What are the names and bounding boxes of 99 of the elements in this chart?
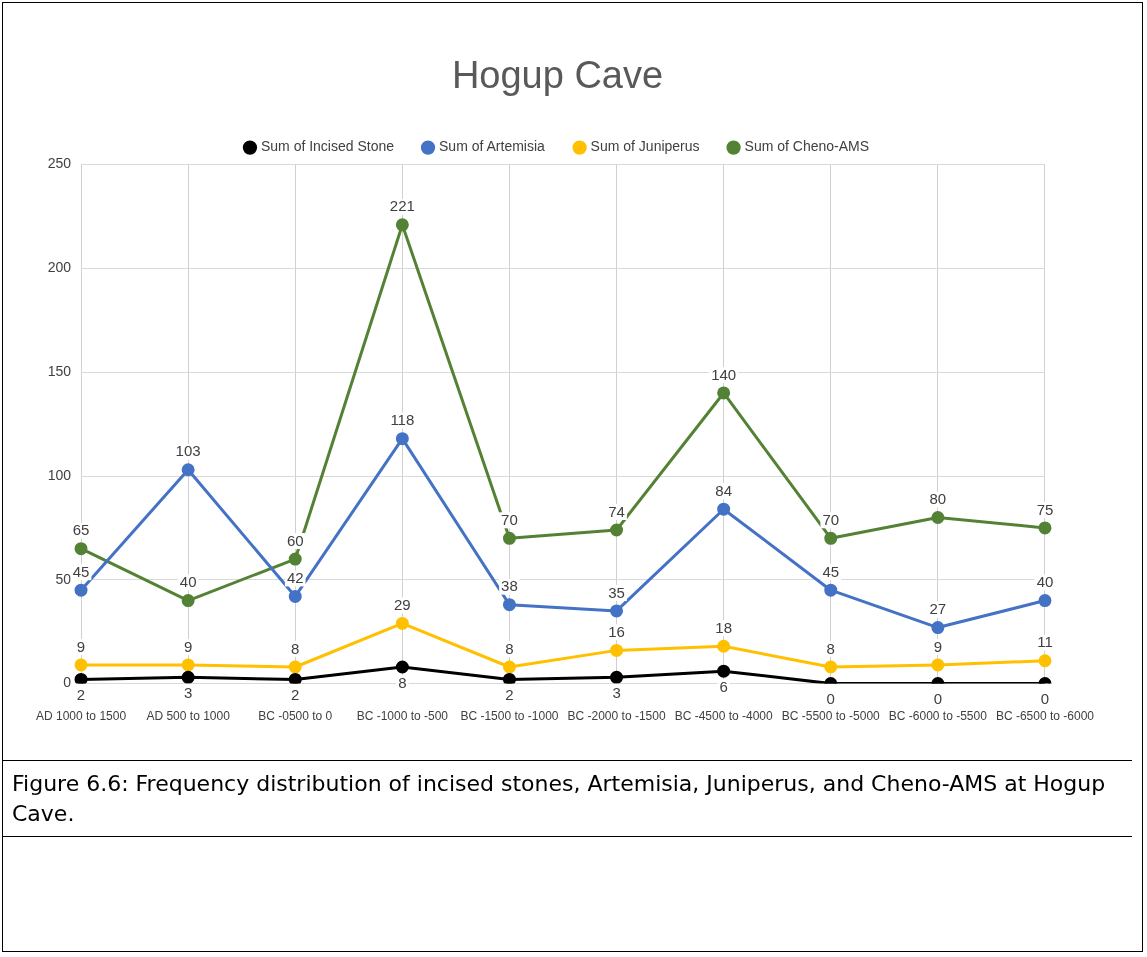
data-label: 84 [715, 481, 732, 499]
y-tick-label: 250 [47, 155, 72, 172]
data-label: 8 [826, 639, 835, 657]
y-tick-label: 0 [63, 674, 72, 691]
point [931, 621, 945, 635]
y-tick-label: 50 [55, 570, 72, 587]
data-label: 45 [72, 562, 90, 580]
data-label: 8 [505, 639, 514, 657]
point [502, 660, 516, 674]
data-label: 70 [501, 510, 518, 528]
point [502, 672, 516, 684]
x-tick-label: BC -1500 to -1000 [460, 709, 559, 724]
point [610, 643, 624, 657]
data-label: 70 [822, 510, 840, 528]
data-label: 9 [933, 637, 943, 655]
legend-label: Sum of Artemisia [439, 138, 546, 155]
data-label: 60 [286, 531, 304, 549]
point [931, 511, 945, 525]
data-label: 27 [929, 600, 947, 618]
data-label: 42 [286, 569, 304, 587]
legend-label: Sum of Juniperus [590, 138, 700, 155]
data-label: 9 [183, 637, 193, 655]
data-label: 16 [608, 623, 625, 641]
point [395, 432, 409, 446]
point [288, 589, 302, 603]
data-label: 9 [76, 637, 86, 655]
point [1038, 594, 1052, 608]
point [74, 658, 88, 672]
point [181, 658, 195, 672]
point [74, 672, 88, 684]
point [395, 616, 409, 630]
point [824, 660, 838, 674]
x-tick-label: BC -6000 to -5500 [888, 709, 988, 724]
point [502, 598, 516, 612]
y-tick-label: 200 [47, 259, 72, 276]
x-tick-label: BC -6500 to -6000 [995, 709, 1095, 724]
data-label: 65 [72, 521, 90, 539]
data-label: 0 [933, 690, 943, 708]
data-label: 29 [394, 596, 411, 614]
point [181, 670, 195, 684]
data-label: 8 [398, 673, 407, 691]
data-label: 40 [179, 573, 197, 591]
data-label: 35 [608, 583, 625, 601]
caption: Figure 6.6: Frequency distribution of incised stones, Artemisia, Juniperus, and Cheno-AMS at Hogup Cave. [12, 770, 1107, 828]
x-tick-label: BC -5500 to -5000 [781, 709, 881, 724]
x-tick-label: BC -0500 to 0 [258, 709, 333, 724]
legend-label: Sum of Cheno-AMS [744, 138, 870, 155]
point [288, 660, 302, 674]
point [717, 386, 731, 400]
point [931, 658, 945, 672]
chart-title: Hogup Cave [451, 54, 664, 97]
data-label: 2 [76, 686, 86, 704]
data-label: 40 [1036, 573, 1054, 591]
point [502, 531, 516, 545]
data-label: 38 [501, 577, 518, 595]
point [610, 670, 624, 684]
point [288, 672, 302, 684]
data-label: 80 [929, 490, 947, 508]
data-label: 45 [822, 562, 840, 580]
point [824, 583, 838, 597]
point [288, 552, 302, 566]
point [181, 463, 195, 477]
x-tick-label: BC -1000 to -500 [356, 709, 449, 724]
x-tick-label: AD 1000 to 1500 [36, 709, 127, 724]
y-tick-label: 100 [47, 466, 72, 483]
point [74, 542, 88, 556]
point [395, 218, 409, 232]
data-label: 18 [715, 618, 732, 636]
data-label: 3 [612, 684, 621, 702]
x-tick-label: AD 500 to 1000 [146, 709, 231, 724]
point [1038, 521, 1052, 535]
data-label: 0 [826, 690, 835, 708]
point [610, 604, 624, 618]
y-tick-label: 150 [47, 363, 72, 380]
point [824, 531, 838, 545]
data-label: 221 [389, 197, 415, 215]
data-label: 3 [183, 684, 193, 702]
point [1038, 654, 1052, 668]
x-tick-label: BC -2000 to -1500 [567, 709, 666, 724]
point [610, 523, 624, 537]
point [395, 660, 409, 674]
x-tick-label: BC -4500 to -4000 [674, 709, 774, 724]
data-label: 11 [1037, 633, 1053, 651]
data-label: 6 [719, 677, 728, 695]
data-label: 118 [390, 411, 415, 429]
point [74, 583, 88, 597]
point [717, 502, 731, 516]
data-label: 2 [505, 686, 514, 704]
point [717, 664, 731, 678]
point [717, 639, 731, 653]
point [181, 594, 195, 608]
data-label: 2 [291, 686, 300, 704]
data-label: 0 [1040, 690, 1050, 708]
legend-label: Sum of Incised Stone [260, 138, 395, 155]
data-label: 74 [608, 502, 625, 520]
data-label: 8 [291, 639, 300, 657]
data-label: 75 [1036, 500, 1054, 518]
data-label: 140 [711, 365, 737, 383]
data-label: 103 [175, 442, 201, 460]
